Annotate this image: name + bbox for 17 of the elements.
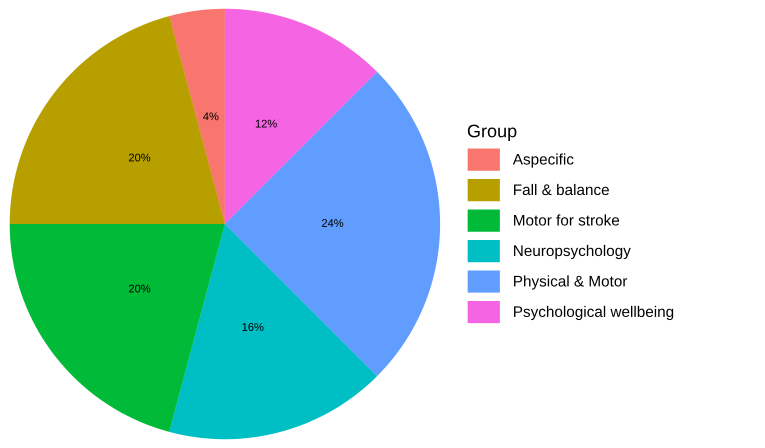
legend-label: Motor for stroke — [514, 214, 620, 226]
legend-label: Fall & balance — [514, 184, 609, 196]
data-label: 24% — [322, 219, 344, 227]
pie-slice — [224, 72, 440, 376]
legend-title: Group — [468, 124, 516, 141]
legend-label: Neuropsychology — [514, 244, 631, 260]
data-label: 12% — [256, 120, 277, 128]
legend-label: Aspecific — [512, 153, 574, 168]
legend-label: Physical & Motor — [514, 275, 628, 290]
legend-label: Psychological wellbeing — [514, 306, 674, 320]
data-label: 16% — [242, 323, 264, 331]
data-label: 20% — [128, 284, 150, 292]
data-label: 4% — [203, 112, 218, 120]
data-label: 20% — [128, 154, 150, 162]
pie-slice — [10, 224, 225, 432]
pie-slice — [169, 8, 225, 224]
pie-slice — [10, 16, 225, 224]
